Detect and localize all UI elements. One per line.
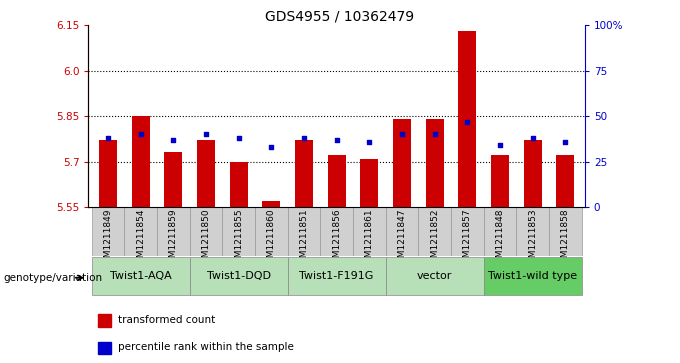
- Text: Twist1-F191G: Twist1-F191G: [299, 271, 374, 281]
- Bar: [165, 152, 182, 207]
- Bar: [295, 140, 313, 207]
- Bar: [92, 207, 124, 256]
- Point: [299, 135, 309, 141]
- Text: GSM1211850: GSM1211850: [201, 208, 211, 269]
- Bar: [230, 162, 248, 207]
- Bar: [222, 207, 255, 256]
- Point: [429, 131, 440, 137]
- Point: [331, 137, 342, 143]
- Text: GSM1211852: GSM1211852: [430, 208, 439, 269]
- Text: GSM1211849: GSM1211849: [103, 208, 112, 269]
- Text: GSM1211860: GSM1211860: [267, 208, 276, 269]
- Point: [560, 139, 571, 144]
- Bar: [360, 159, 378, 207]
- Text: GSM1211847: GSM1211847: [397, 208, 407, 269]
- Point: [103, 135, 114, 141]
- Bar: [262, 201, 280, 207]
- Bar: [483, 257, 581, 295]
- Text: genotype/variation: genotype/variation: [3, 273, 103, 283]
- Text: Twist1-DQD: Twist1-DQD: [207, 271, 271, 281]
- Bar: [386, 207, 418, 256]
- Point: [494, 142, 505, 148]
- Bar: [393, 119, 411, 207]
- Text: GSM1211855: GSM1211855: [234, 208, 243, 269]
- Bar: [524, 140, 541, 207]
- Text: GSM1211854: GSM1211854: [136, 208, 145, 269]
- Text: GSM1211848: GSM1211848: [496, 208, 505, 269]
- Bar: [483, 207, 516, 256]
- Text: vector: vector: [417, 271, 452, 281]
- Bar: [92, 257, 190, 295]
- Text: percentile rank within the sample: percentile rank within the sample: [118, 342, 294, 352]
- Bar: [197, 140, 215, 207]
- Text: GSM1211856: GSM1211856: [332, 208, 341, 269]
- Bar: [426, 119, 443, 207]
- Point: [168, 137, 179, 143]
- Bar: [328, 155, 345, 207]
- Text: GSM1211859: GSM1211859: [169, 208, 177, 269]
- Bar: [386, 257, 483, 295]
- Bar: [451, 207, 483, 256]
- Text: Twist1-wild type: Twist1-wild type: [488, 271, 577, 281]
- Point: [135, 131, 146, 137]
- Bar: [99, 342, 111, 354]
- Bar: [458, 32, 476, 207]
- Text: transformed count: transformed count: [118, 315, 216, 325]
- Bar: [190, 207, 222, 256]
- Text: GSM1211861: GSM1211861: [364, 208, 374, 269]
- Text: GDS4955 / 10362479: GDS4955 / 10362479: [265, 9, 415, 23]
- Text: GSM1211857: GSM1211857: [462, 208, 472, 269]
- Point: [233, 135, 244, 141]
- Point: [396, 131, 407, 137]
- Point: [462, 119, 473, 125]
- Bar: [288, 257, 386, 295]
- Bar: [255, 207, 288, 256]
- Bar: [99, 140, 117, 207]
- Point: [266, 144, 277, 150]
- Bar: [190, 257, 288, 295]
- Bar: [418, 207, 451, 256]
- Text: Twist1-AQA: Twist1-AQA: [109, 271, 171, 281]
- Text: GSM1211851: GSM1211851: [299, 208, 309, 269]
- Bar: [491, 155, 509, 207]
- Bar: [516, 207, 549, 256]
- Bar: [320, 207, 353, 256]
- Bar: [124, 207, 157, 256]
- Point: [201, 131, 211, 137]
- Point: [364, 139, 375, 144]
- Point: [527, 135, 538, 141]
- Text: GSM1211853: GSM1211853: [528, 208, 537, 269]
- Text: GSM1211858: GSM1211858: [561, 208, 570, 269]
- Bar: [549, 207, 581, 256]
- Bar: [157, 207, 190, 256]
- Bar: [288, 207, 320, 256]
- Bar: [132, 116, 150, 207]
- Bar: [353, 207, 386, 256]
- Bar: [99, 314, 111, 327]
- Bar: [556, 155, 574, 207]
